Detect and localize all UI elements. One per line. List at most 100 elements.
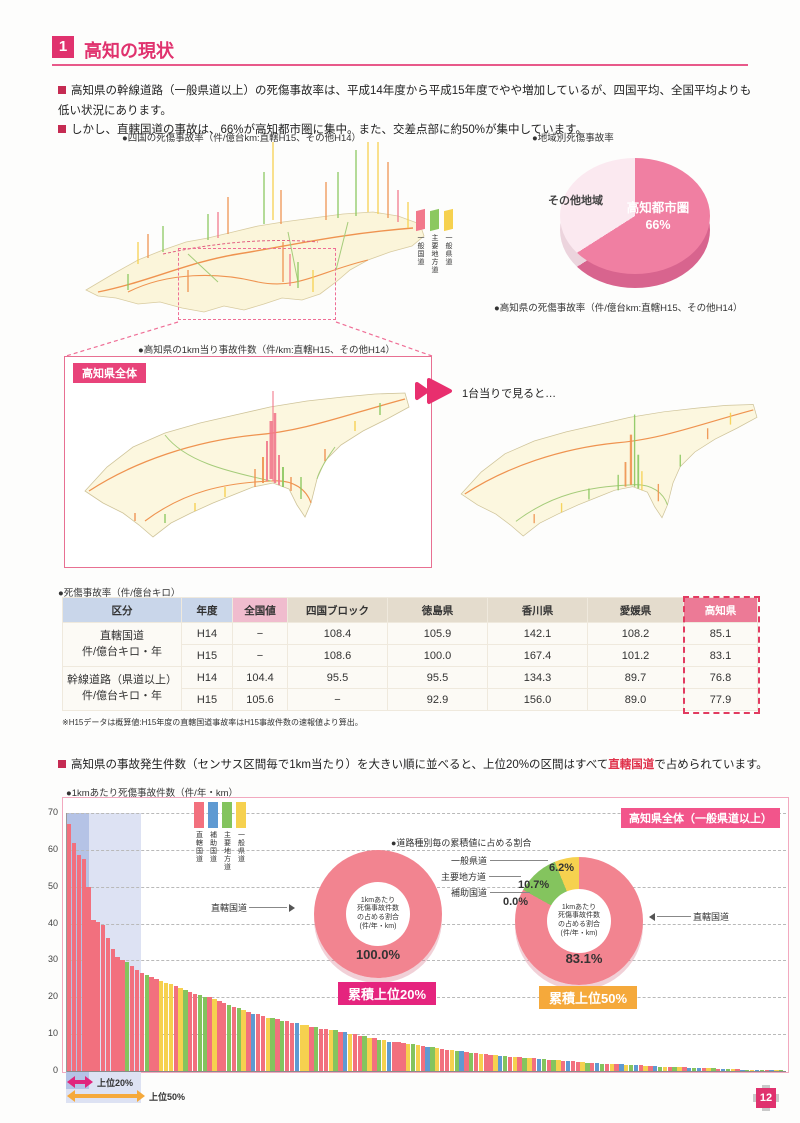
bar-segment <box>71 842 77 1071</box>
legend-swatch-chokkatsu <box>194 802 204 828</box>
bar-segment <box>444 1049 450 1071</box>
bar-segment <box>599 1063 605 1071</box>
shikoku-accident-map <box>85 142 425 313</box>
bar-segment <box>439 1048 445 1071</box>
pie-surface <box>560 158 710 274</box>
bar-segment <box>449 1050 454 1071</box>
ranking-bullet: 高知県の事故発生件数（センサス区間毎で1km当たり）を大きい順に並べると、上位2… <box>58 756 778 776</box>
bar-segment <box>246 1012 251 1071</box>
col-header-year: 年度 <box>182 598 232 622</box>
bar-segment <box>502 1056 508 1071</box>
donut-top20-callout: 直轄国道 <box>211 901 296 914</box>
bar-segment <box>672 1066 677 1071</box>
bar-segment <box>207 997 212 1071</box>
cell-ehime: 89.7 <box>588 667 683 688</box>
bar-segment <box>183 989 188 1071</box>
ranking-bullet-pre: 高知県の事故発生件数（センサス区間毎で1km当たり）を大きい順に並べると、上位2… <box>71 759 609 771</box>
leader-line <box>489 876 522 877</box>
callout-label: 補助国道 <box>451 888 488 898</box>
bar-segment <box>91 919 96 1071</box>
group-label: 直轄国道 <box>100 630 144 643</box>
bar-segment <box>96 921 101 1071</box>
bar-segment <box>614 1064 619 1071</box>
bar-segment <box>86 886 91 1071</box>
center-line: 1kmあたり <box>561 903 597 911</box>
top50-range-arrow <box>67 1090 145 1102</box>
bar-segment <box>740 1069 745 1071</box>
bar-segment <box>100 925 106 1071</box>
bar-segment <box>178 988 183 1071</box>
bar-segment <box>318 1028 324 1071</box>
group-label: 幹線道路（県道以上） <box>67 674 177 687</box>
bar-segment <box>280 1021 285 1071</box>
bar-segment <box>575 1061 580 1071</box>
callout-label: 一般県道 <box>451 856 488 866</box>
table-row: H15 105.6 − 92.9 156.0 89.0 77.9 <box>63 689 757 710</box>
cell-tokushima: 95.5 <box>388 667 487 688</box>
bar-segment <box>561 1060 566 1071</box>
legend-swatch-ippan-kendo <box>444 208 453 232</box>
bar-segment <box>67 824 72 1071</box>
y-axis-tick: 50 <box>47 880 58 891</box>
cell-ehime: 101.2 <box>588 645 683 666</box>
bar-segment <box>648 1065 653 1071</box>
bar-segment <box>469 1052 474 1071</box>
bar-segment <box>255 1013 261 1071</box>
accident-rate-table: 区分 年度 全国値 四国ブロック 徳島県 香川県 愛媛県 高知県 直轄国道 件/… <box>62 597 758 711</box>
bar-segment <box>536 1058 542 1071</box>
center-line: 1kmあたり <box>360 896 396 904</box>
intro-bullet: 高知県の幹線道路（一般県道以上）の死傷事故率は、平成14年度から平成15年度でや… <box>58 82 758 121</box>
bar-segment <box>110 949 115 1071</box>
pie-label-kochi-urban: 高知都市圏 66% <box>610 200 706 234</box>
arrow-right-icon <box>289 903 296 912</box>
bar-segment <box>415 1045 421 1071</box>
legend-label: 一般国道 <box>417 234 424 266</box>
bar-segment <box>217 1000 222 1071</box>
cell-kagawa: 134.3 <box>488 667 587 688</box>
bar-segment <box>391 1041 396 1071</box>
bullet-square-icon <box>58 760 66 768</box>
bar-segment <box>594 1063 600 1071</box>
bar-segment <box>284 1021 290 1071</box>
legend-label: 一般県道 <box>445 234 452 266</box>
legend-swatch-shuyo <box>222 802 232 828</box>
callout-label: 直轄国道 <box>693 912 730 922</box>
gridline <box>66 813 786 814</box>
bar-segment <box>624 1064 629 1071</box>
bar-segment <box>163 982 169 1071</box>
center-line: (件/年・km) <box>560 929 598 937</box>
bar-segment <box>367 1037 372 1071</box>
cell-kochi: 77.9 <box>684 689 757 710</box>
bar-segment <box>115 956 120 1071</box>
bar-segment <box>212 999 217 1071</box>
table-row: 直轄国道 件/億台キロ・年 H14 − 108.4 105.9 142.1 10… <box>63 623 757 666</box>
donut-top50: 1kmあたり 死傷事故件数 の占める割合 (件/年・km) 83.1% <box>515 857 643 985</box>
callout-label: 直轄国道 <box>211 903 248 913</box>
bar-segment <box>105 938 111 1071</box>
bar-segment <box>643 1065 648 1071</box>
gridline <box>66 960 786 962</box>
map-legend-item: 一般国道 <box>416 208 425 274</box>
legend-item: 主要地方道 <box>222 802 232 871</box>
bar-segment <box>129 965 135 1071</box>
page-number: 12 <box>756 1088 776 1108</box>
leader-line <box>657 916 691 917</box>
legend-label: 一般県道 <box>237 831 245 863</box>
pct-hojo-kokudo: 0.0% <box>503 896 529 908</box>
bar-segment <box>691 1067 697 1071</box>
bar-segment <box>328 1030 333 1071</box>
bar-segment <box>619 1064 624 1071</box>
bar-segment <box>435 1048 440 1071</box>
bar-segment <box>493 1055 498 1071</box>
bar-segment <box>667 1066 672 1071</box>
pie-main-label-text: 高知都市圏 <box>626 201 690 215</box>
bar-segment <box>294 1023 299 1071</box>
shikoku-map-title: ●四国の死傷事故率（件/億台km:直轄H15、その他H14） <box>122 133 362 144</box>
top20-range-label: 上位20% <box>97 1078 134 1088</box>
bar-segment <box>372 1037 377 1071</box>
bar-segment <box>459 1051 464 1071</box>
intro-bullet-text: しかし、直轄国道の事故は、66%が高知都市圏に集中。また、交差点部に約50%が集… <box>71 124 588 137</box>
bar-chart-legend: 直轄国道 補助国道 主要地方道 一般県道 <box>194 802 246 871</box>
region-pie-chart: その他地域 高知都市圏 66% <box>548 158 710 288</box>
legend-swatch-ippan-kokudo <box>416 208 425 232</box>
